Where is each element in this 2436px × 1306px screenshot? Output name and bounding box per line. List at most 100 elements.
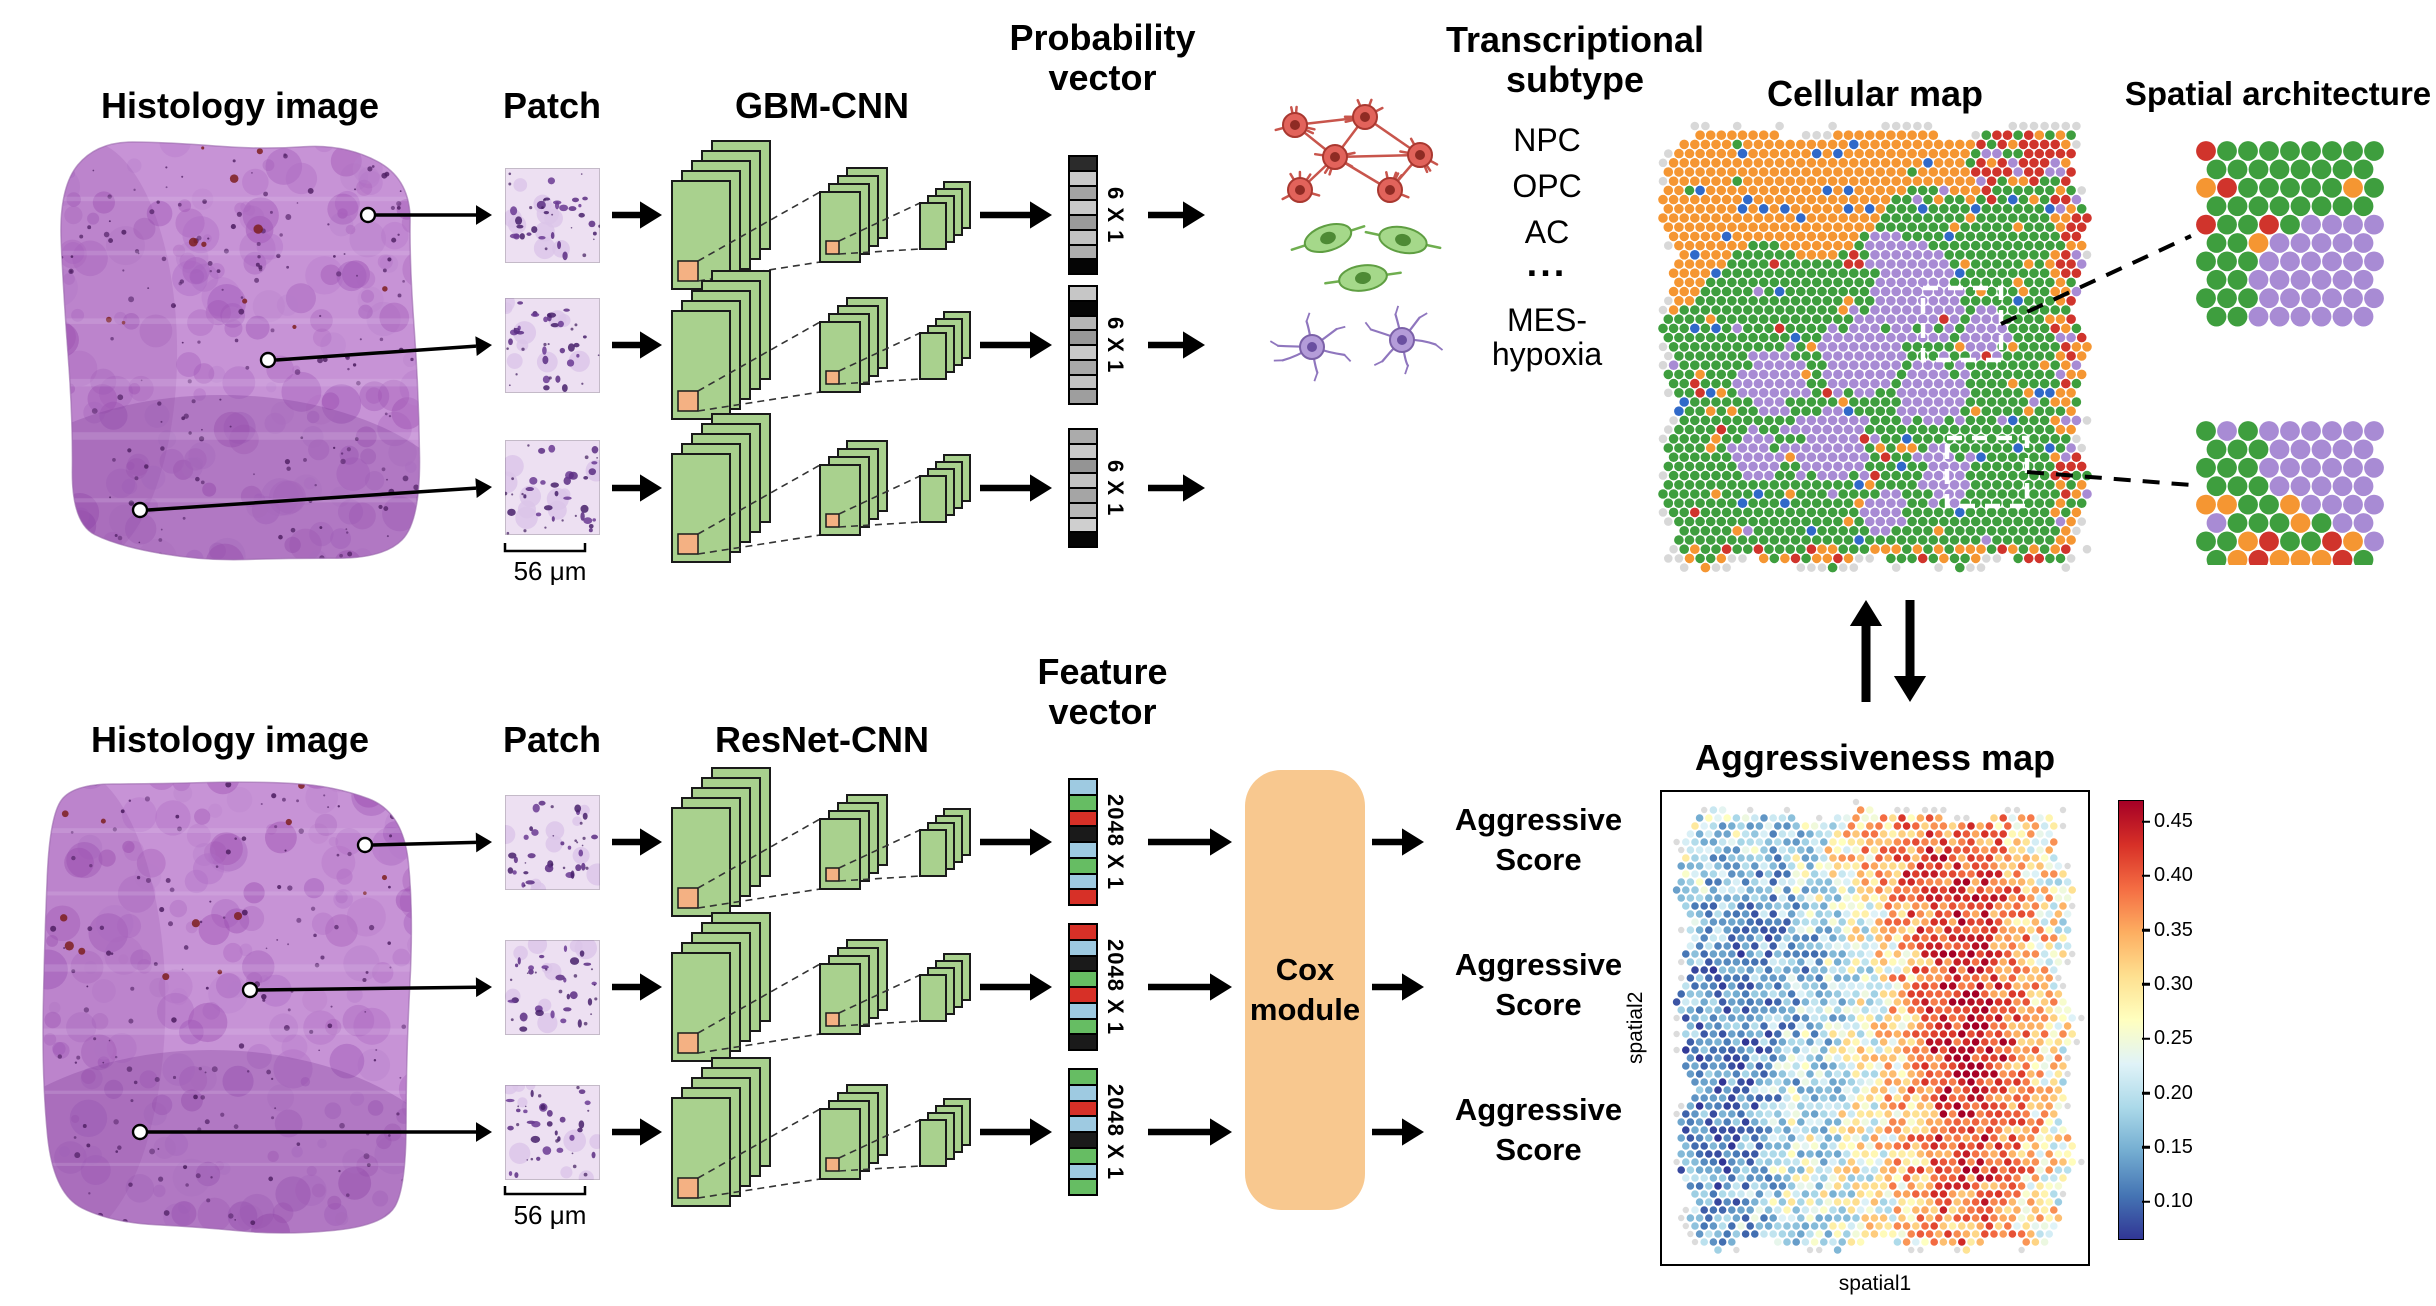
colorbar-tick-label: 0.10 (2154, 1190, 2193, 1213)
ac-cells-illustration (1290, 222, 1442, 292)
colorbar (2118, 800, 2144, 1240)
colorbar-tick-label: 0.45 (2154, 810, 2193, 832)
subtype-label-ellipsis: ... (1526, 243, 1568, 285)
feature-vector-2 (1068, 923, 1098, 1051)
vector-cell (1070, 516, 1096, 532)
aggressive-score-2: Aggressive Score (1454, 947, 1623, 1022)
vector-cell (1070, 344, 1096, 359)
vector-cell (1070, 1001, 1096, 1018)
vector-cell (1070, 1017, 1096, 1034)
feature-vector-1 (1068, 778, 1098, 906)
vector-cell (1070, 457, 1096, 473)
subtype-label-opc: OPC (1512, 168, 1582, 204)
probability-vector-2 (1068, 285, 1098, 405)
vector-cell (1070, 169, 1096, 185)
vector-cell (1070, 938, 1096, 955)
feature-dim-label: 2048 X 1 (1103, 793, 1128, 891)
vector-cell (1070, 373, 1096, 389)
vector-cell (1070, 986, 1096, 1002)
aggressiveness-map-frame (1660, 790, 2090, 1266)
probability-vector-1 (1068, 155, 1098, 275)
aggressive-score-1: Aggressive Score (1454, 802, 1623, 877)
vector-cell (1070, 358, 1096, 374)
colorbar-tick-label: 0.35 (2154, 918, 2193, 941)
vector-cell (1070, 1083, 1096, 1100)
vector-cell (1070, 809, 1096, 826)
vector-cell (1070, 1099, 1096, 1116)
vector-cell (1070, 388, 1096, 403)
vector-dim-label: 6 X 1 (1103, 459, 1128, 517)
colorbar-tick-label: 0.20 (2154, 1081, 2193, 1104)
vector-cell (1070, 1178, 1096, 1194)
aggressiveness-map-title: Aggressiveness map (1694, 737, 2056, 778)
feature-vector-3 (1068, 1068, 1098, 1196)
vector-cell (1070, 442, 1096, 458)
subtype-label-hypoxia: hypoxia (1491, 336, 1603, 372)
colorbar-tick-label: 0.25 (2154, 1027, 2193, 1050)
cox-module: Cox module (1245, 770, 1365, 1210)
patch-image-bottom-3 (505, 1085, 600, 1180)
vector-cell (1070, 157, 1096, 170)
vector-cell (1070, 199, 1096, 214)
vector-cell (1070, 258, 1096, 273)
vector-dim-label: 6 X 1 (1103, 316, 1128, 374)
patch-image-top-3 (505, 440, 600, 535)
spatial-architecture-inset-1 (2196, 141, 2384, 327)
vector-cell (1070, 780, 1096, 794)
vector-cell (1070, 856, 1096, 873)
aggressive-score-3: Aggressive Score (1454, 1092, 1623, 1167)
probability-vector-3 (1068, 428, 1098, 548)
top-scale-label: 56 μm (513, 556, 587, 586)
vector-cell (1070, 228, 1096, 244)
vector-cell (1070, 1131, 1096, 1147)
vector-cell (1070, 925, 1096, 939)
vector-cell (1070, 954, 1096, 971)
vector-cell (1070, 531, 1096, 546)
vector-cell (1070, 888, 1096, 904)
patch-image-top-2 (505, 298, 600, 393)
top-patch-title: Patch (502, 85, 602, 126)
vector-dim-label: 6 X 1 (1103, 186, 1128, 244)
feature-vector-title: Feature vector (1037, 651, 1168, 732)
vector-cell (1070, 243, 1096, 259)
vector-cell (1070, 472, 1096, 487)
vector-cell (1070, 1070, 1096, 1084)
patch-image-bottom-2 (505, 940, 600, 1035)
vector-cell (1070, 872, 1096, 889)
vector-cell (1070, 430, 1096, 443)
vector-cell (1070, 329, 1096, 344)
vector-cell (1070, 501, 1096, 517)
colorbar-tick-label: 0.40 (2154, 864, 2193, 887)
patch-image-top-1 (505, 168, 600, 263)
colorbar-tick-label: 0.30 (2154, 972, 2193, 995)
vector-cell (1070, 970, 1096, 986)
vector-cell (1070, 841, 1096, 857)
transcriptional-subtype-title: Transcriptional subtype (1445, 19, 1705, 100)
npc-cells-illustration (1274, 98, 1439, 203)
cellular-map-title: Cellular map (1766, 73, 1984, 114)
subtype-label-mes: MES- (1507, 302, 1587, 338)
vector-cell (1070, 184, 1096, 200)
feature-dim-label: 2048 X 1 (1103, 938, 1128, 1036)
vector-cell (1070, 314, 1096, 330)
spatial-architecture-title: Spatial architecture (2124, 75, 2432, 112)
vector-cell (1070, 1162, 1096, 1179)
vector-cell (1070, 299, 1096, 315)
subtype-label-npc: NPC (1513, 122, 1581, 158)
bottom-histology-title: Histology image (90, 719, 370, 760)
cellular-map (1658, 121, 2092, 573)
probability-vector-title: Probability vector (1009, 17, 1196, 98)
vector-cell (1070, 825, 1096, 841)
x-axis-label: spatial1 (1838, 1272, 1912, 1295)
vector-cell (1070, 214, 1096, 229)
colorbar-tick-label: 0.15 (2154, 1135, 2193, 1158)
mes-cells-illustration (1269, 305, 1444, 382)
vector-cell (1070, 1033, 1096, 1049)
patch-image-bottom-1 (505, 795, 600, 890)
subtype-label-ac: AC (1524, 214, 1570, 250)
vector-cell (1070, 287, 1096, 300)
spatial-architecture-inset-2 (2196, 421, 2384, 565)
feature-dim-label: 2048 X 1 (1103, 1083, 1128, 1181)
bottom-scale-label: 56 μm (513, 1200, 587, 1230)
